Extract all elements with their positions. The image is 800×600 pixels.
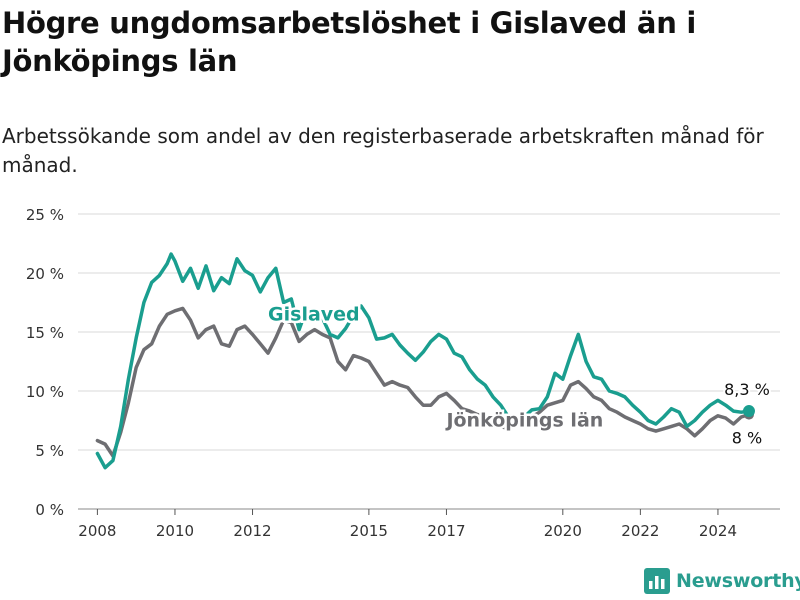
y-tick-label: 20 % xyxy=(26,265,64,283)
end-value-jonkoping: 8 % xyxy=(732,429,762,448)
end-point-gislaved xyxy=(742,405,755,418)
y-tick-label: 5 % xyxy=(35,442,64,460)
series-annotation-label: Jönköpings län xyxy=(444,410,603,432)
series-labels: Gislaved Jönköpings län 8,3 % 8 % xyxy=(266,301,772,450)
x-axis: 2008 2010 2012 2015 2017 2020 2022 2024 xyxy=(78,509,737,540)
x-tick-label: 2008 xyxy=(78,522,116,540)
chart-title: Högre ungdomsarbetslöshet i Gislaved än … xyxy=(2,6,696,78)
y-tick-label: 0 % xyxy=(35,501,64,519)
x-tick-label: 2010 xyxy=(156,522,194,540)
bar-chart-logo-icon xyxy=(644,568,670,594)
y-axis-ticks: 0 % 5 % 10 % 15 % 20 % 25 % xyxy=(26,206,64,519)
x-tick-label: 2022 xyxy=(621,522,659,540)
x-tick-label: 2017 xyxy=(427,522,465,540)
gridlines xyxy=(78,213,780,510)
chart-subtitle: Arbetssökande som andel av den registerb… xyxy=(2,124,764,177)
newsworthy-logo: Newsworthy xyxy=(644,568,800,594)
y-tick-label: 15 % xyxy=(26,324,64,342)
brand-name: Newsworthy xyxy=(676,570,800,592)
series-annotation-label: Gislaved xyxy=(268,303,360,325)
x-tick-label: 2015 xyxy=(350,522,388,540)
series-line-jonkoping xyxy=(95,306,751,458)
x-tick-label: 2024 xyxy=(699,522,737,540)
y-tick-label: 10 % xyxy=(26,383,64,401)
series-line-gislaved xyxy=(95,252,751,470)
series-lines xyxy=(95,252,751,470)
x-tick-label: 2020 xyxy=(544,522,582,540)
y-tick-label: 25 % xyxy=(26,206,64,224)
x-tick-label: 2012 xyxy=(233,522,271,540)
end-value-gislaved: 8,3 % xyxy=(724,380,770,399)
